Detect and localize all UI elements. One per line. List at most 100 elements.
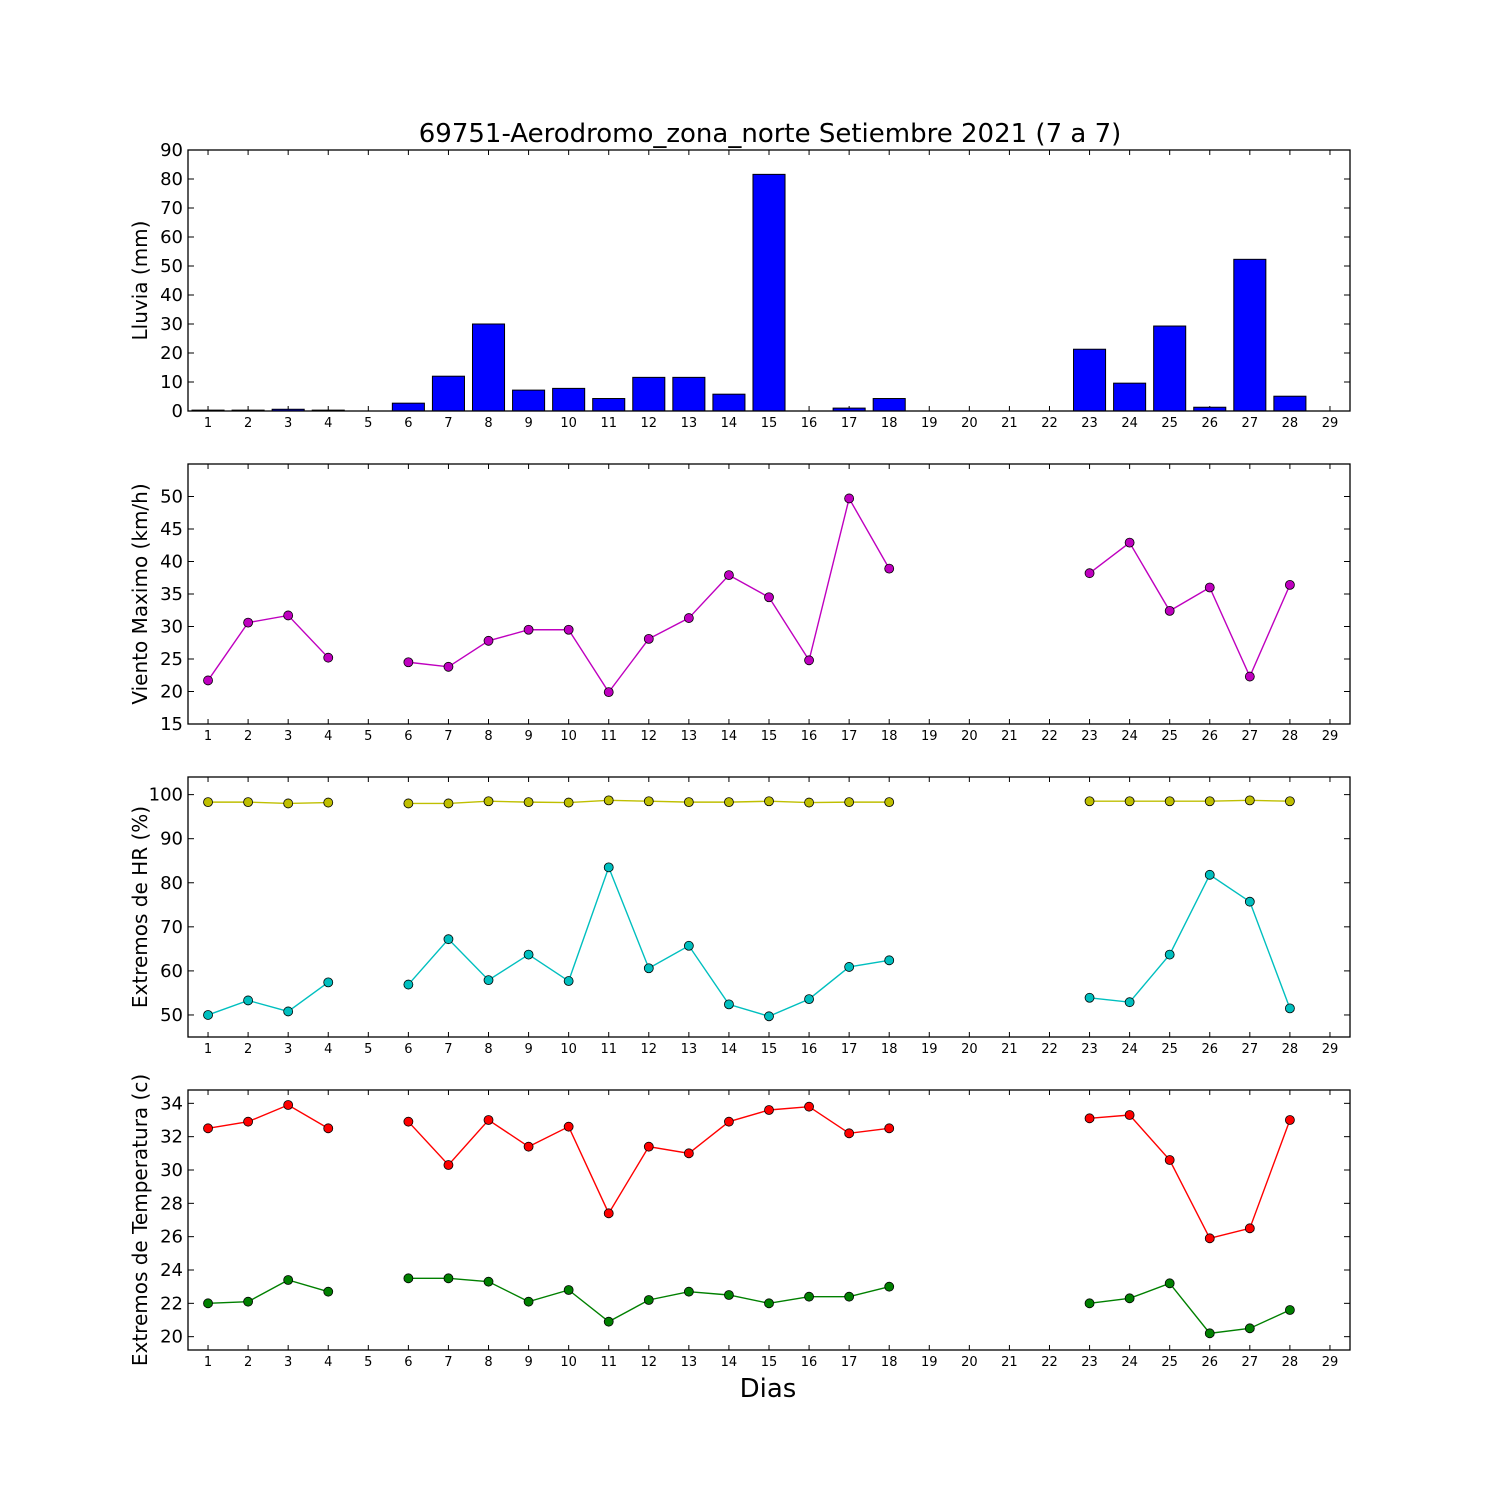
humidity-series-1-point-day-17 [844,797,855,808]
temperature-xtick-label: 15 [761,1355,778,1370]
humidity-xtick-label: 9 [524,1042,532,1057]
rain-bar-day-28 [1273,395,1307,412]
wind-series-1-point-day-2 [243,617,254,628]
rain-xtick-label: 5 [364,416,372,431]
humidity-series-2-point-day-16 [804,994,814,1005]
wind-xtick-label: 27 [1242,729,1259,744]
humidity-xtick-label: 11 [600,1042,617,1057]
humidity-series-2-point-day-4 [323,977,334,988]
humidity-series-2-point-day-2 [243,995,254,1006]
rain-bar-day-15 [752,173,786,412]
temperature-series-1-point-day-26 [1204,1233,1215,1244]
rain-xtick-label: 20 [961,416,978,431]
temperature-series-1-point-day-18 [884,1123,895,1134]
wind-series-1-point-day-17 [844,493,855,504]
temperature-xtick-label: 5 [364,1355,372,1370]
temperature-xtick-label: 29 [1322,1355,1339,1370]
temperature-series-1-point-day-17 [844,1128,855,1139]
temperature-series-2-point-day-3 [283,1275,294,1285]
rain-bar-day-9 [512,389,546,412]
humidity-xtick-label: 23 [1081,1042,1098,1057]
rain-xtick-label: 11 [600,416,617,431]
rain-xtick-label: 28 [1282,416,1299,431]
rain-bar-day-27 [1233,258,1267,412]
temperature-series-2-point-day-7 [443,1273,454,1284]
humidity-series-1-point-day-11 [603,795,614,806]
temperature-series-2-point-day-23 [1084,1298,1095,1309]
wind-xtick-label: 15 [761,729,778,744]
humidity-xtick-label: 5 [364,1042,372,1057]
rain-xtick-label: 21 [1001,416,1018,431]
temperature-xtick-label: 12 [641,1355,658,1370]
rain-xtick-label: 27 [1242,416,1259,431]
rain-ytick-label: 90 [160,140,183,161]
rain-frame [187,149,1351,412]
humidity-frame [187,776,1351,1038]
humidity-xtick-label: 8 [484,1042,492,1057]
humidity-series-2-point-day-10 [563,976,574,986]
rain-ytick-label: 50 [160,256,183,277]
temperature-xtick-label: 10 [560,1355,577,1370]
wind-ytick-label: 45 [160,519,183,540]
rain-xtick-label: 22 [1041,416,1058,431]
temperature-series-1-point-day-28 [1284,1115,1295,1125]
temperature-series-2-point-day-24 [1124,1293,1135,1304]
rain-panel: 1 2 3 4 5 6 7 8 9 10 11 12 13 14 15 16 17 18 19 20 21 22 23 24 2… [128,140,1351,431]
temperature-xtick-label: 4 [324,1355,332,1370]
humidity-series-1-point-day-10 [563,797,574,808]
wind-ytick-label: 25 [160,649,183,670]
temperature-series-1-point-day-3 [283,1100,294,1110]
temperature-series-1-point-day-24 [1124,1110,1135,1120]
wind-series-1-point-day-12 [643,633,654,644]
rain-xtick-label: 26 [1201,416,1218,431]
wind-series-1-point-day-16 [804,655,814,666]
temperature-xtick-label: 28 [1282,1355,1299,1370]
wind-ytick-label: 35 [160,584,183,605]
temperature-xtick-label: 23 [1081,1355,1098,1370]
rain-xtick-label: 2 [244,416,252,431]
wind-series-1-point-day-1 [203,675,213,686]
temperature-series-2-point-day-11 [603,1316,614,1327]
wind-xtick-label: 17 [841,729,858,744]
wind-xtick-label: 28 [1282,729,1299,744]
wind-series-1-point-day-11 [603,687,614,698]
temperature-series-2-point-day-12 [643,1295,654,1305]
humidity-xtick-label: 27 [1242,1042,1259,1057]
humidity-ytick-label: 100 [149,785,183,806]
wind-series-1-point-day-6 [403,657,414,668]
humidity-xtick-label: 22 [1041,1042,1058,1057]
temperature-series-1-point-day-27 [1244,1223,1255,1234]
temperature-xtick-label: 17 [841,1355,858,1370]
rain-xtick-label: 29 [1322,416,1339,431]
rain-xtick-label: 17 [841,416,858,431]
temperature-series-2-point-day-9 [523,1296,534,1307]
humidity-ytick-label: 50 [160,1005,183,1026]
temperature-series-2-point-day-25 [1164,1278,1175,1289]
rain-xtick-label: 19 [921,416,938,431]
rain-bar-day-8 [471,323,506,412]
wind-xtick-label: 14 [721,729,738,744]
wind-series-1-point-day-8 [483,635,494,646]
wind-xtick-label: 5 [364,729,372,744]
wind-xtick-label: 8 [484,729,492,744]
wind-xtick-label: 9 [524,729,532,744]
humidity-series-2-point-day-13 [683,940,694,951]
temperature-series-2-point-day-28 [1284,1305,1295,1315]
rain-xtick-label: 16 [801,416,818,431]
humidity-xtick-label: 19 [921,1042,938,1057]
wind-panel: 1 2 3 4 5 6 7 8 9 10 11 12 13 14 15 16 17 18 19 20 21 22 23 24 2… [128,463,1351,744]
humidity-series-1-point-day-28 [1284,796,1295,807]
rain-xtick-label: 10 [560,416,577,431]
humidity-series-1-point-day-1 [203,797,213,808]
temperature-ytick-label: 20 [160,1327,183,1348]
rain-bar-day-18 [872,398,906,412]
wind-series-1-point-day-28 [1284,580,1295,590]
wind-series-1-point-day-24 [1124,537,1135,548]
temperature-series-1-point-day-4 [323,1123,334,1134]
humidity-xtick-label: 3 [284,1042,292,1057]
humidity-xtick-label: 20 [961,1042,978,1057]
temperature-series-1-point-day-6 [403,1116,414,1127]
temperature-series-2-line [1089,1282,1291,1335]
humidity-series-2-point-day-27 [1244,896,1255,907]
wind-frame [187,463,1351,725]
